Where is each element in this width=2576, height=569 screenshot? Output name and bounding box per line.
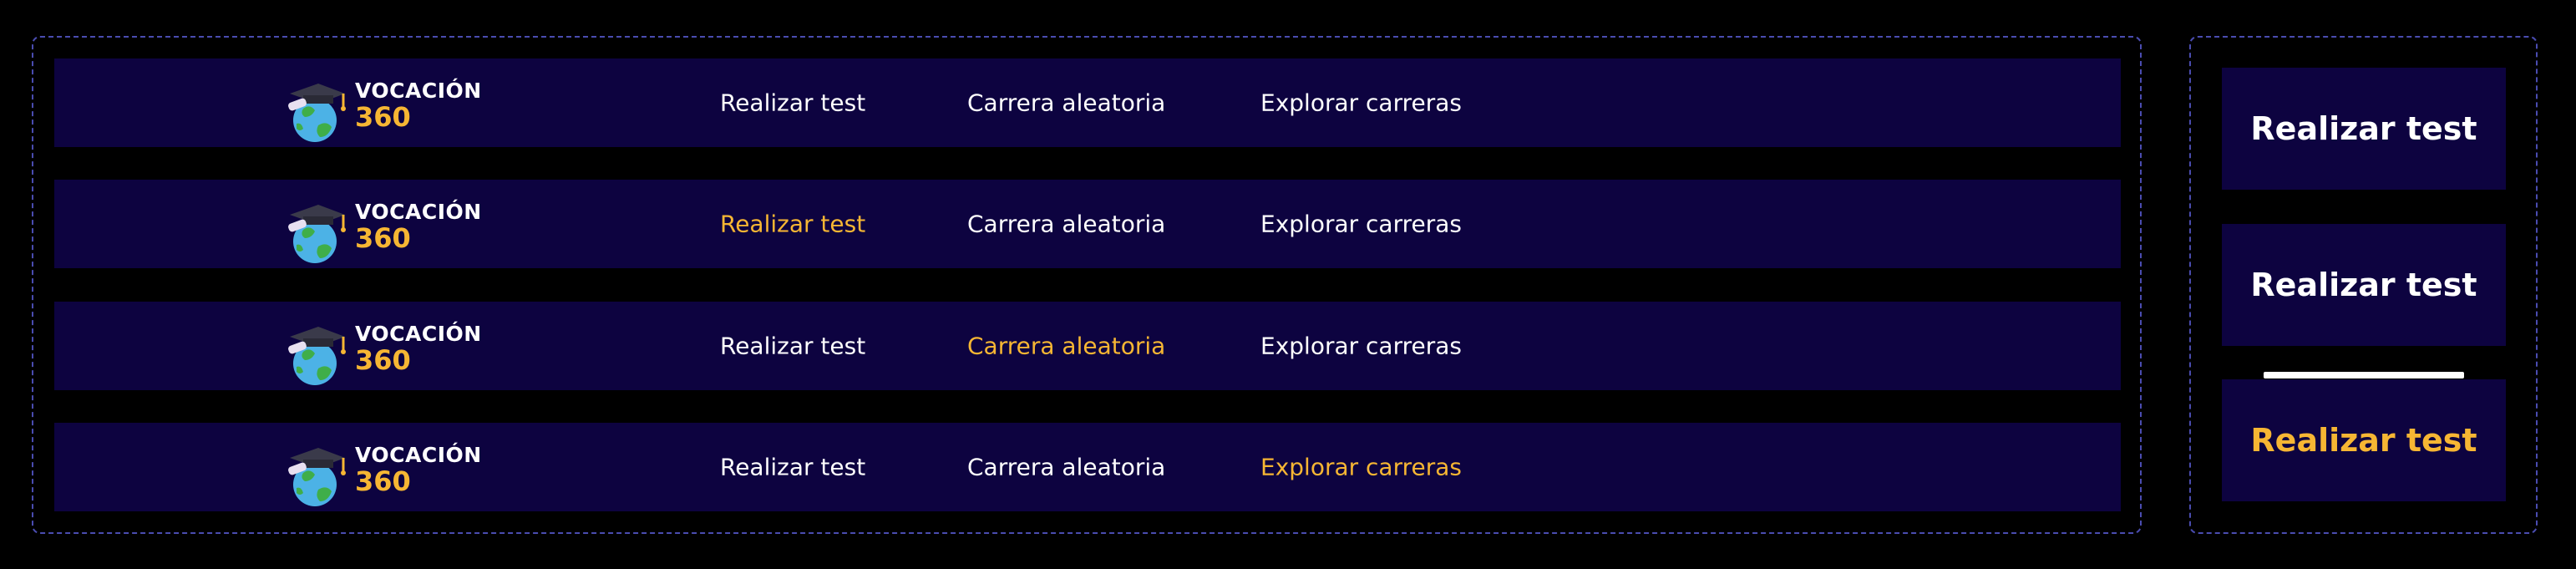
nav-link-realizar-test[interactable]: Realizar test <box>720 89 866 117</box>
navbar-explore-active: VOCACIÓN 360 Realizar test Carrera aleat… <box>54 423 2121 511</box>
logo-name: VOCACIÓN <box>355 443 482 467</box>
nav-link-explorar-carreras[interactable]: Explorar carreras <box>1260 453 1462 481</box>
navbar-random-active: VOCACIÓN 360 Realizar test Carrera aleat… <box>54 302 2121 390</box>
hover-underline <box>2264 372 2464 378</box>
globe-graduation-cap-icon <box>281 200 348 272</box>
button-variants-frame <box>2189 36 2538 534</box>
logo[interactable]: VOCACIÓN 360 <box>221 190 489 263</box>
navbar-test-active: VOCACIÓN 360 Realizar test Carrera aleat… <box>54 180 2121 268</box>
globe-graduation-cap-icon <box>281 443 348 515</box>
logo-number: 360 <box>355 344 411 376</box>
logo-number: 360 <box>355 101 411 133</box>
logo-number: 360 <box>355 465 411 497</box>
button-label: Realizar test <box>2250 267 2477 303</box>
logo[interactable]: VOCACIÓN 360 <box>221 69 489 142</box>
realizar-test-button-active[interactable]: Realizar test <box>2222 379 2506 501</box>
nav-link-explorar-carreras[interactable]: Explorar carreras <box>1260 89 1462 117</box>
nav-link-carrera-aleatoria[interactable]: Carrera aleatoria <box>967 89 1166 117</box>
nav-link-realizar-test[interactable]: Realizar test <box>720 210 866 238</box>
button-label: Realizar test <box>2250 110 2477 147</box>
nav-link-explorar-carreras[interactable]: Explorar carreras <box>1260 210 1462 238</box>
nav-link-carrera-aleatoria[interactable]: Carrera aleatoria <box>967 453 1166 481</box>
logo-name: VOCACIÓN <box>355 200 482 224</box>
nav-link-carrera-aleatoria[interactable]: Carrera aleatoria <box>967 210 1166 238</box>
globe-graduation-cap-icon <box>281 322 348 394</box>
logo-name: VOCACIÓN <box>355 79 482 103</box>
nav-link-explorar-carreras[interactable]: Explorar carreras <box>1260 332 1462 360</box>
nav-link-realizar-test[interactable]: Realizar test <box>720 332 866 360</box>
logo-name: VOCACIÓN <box>355 322 482 346</box>
realizar-test-button-hover[interactable]: Realizar test <box>2222 224 2506 378</box>
nav-link-realizar-test[interactable]: Realizar test <box>720 453 866 481</box>
navbar-default: VOCACIÓN 360 Realizar test Carrera aleat… <box>54 58 2121 147</box>
button-label: Realizar test <box>2250 422 2477 459</box>
realizar-test-button-default[interactable]: Realizar test <box>2222 68 2506 190</box>
logo[interactable]: VOCACIÓN 360 <box>221 312 489 385</box>
nav-link-carrera-aleatoria[interactable]: Carrera aleatoria <box>967 332 1166 360</box>
logo[interactable]: VOCACIÓN 360 <box>221 433 489 506</box>
logo-number: 360 <box>355 222 411 254</box>
navbar-variants-frame <box>32 36 2142 534</box>
globe-graduation-cap-icon <box>281 79 348 150</box>
